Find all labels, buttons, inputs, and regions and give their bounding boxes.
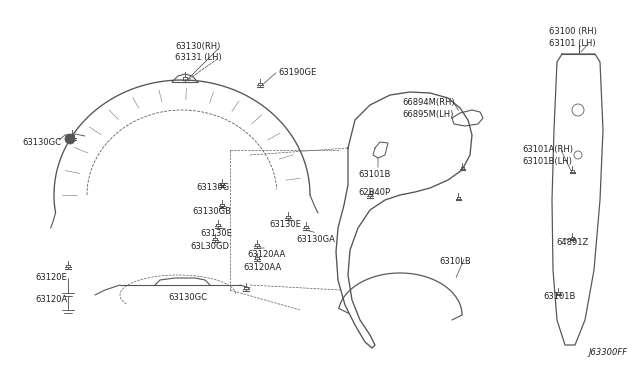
Text: 63130(RH): 63130(RH)	[175, 42, 220, 51]
Text: 63L30GD: 63L30GD	[190, 242, 229, 251]
Text: 63130G: 63130G	[196, 183, 229, 192]
Text: 63101B(LH): 63101B(LH)	[522, 157, 572, 166]
Text: 63101 (LH): 63101 (LH)	[549, 39, 596, 48]
Text: 63101B: 63101B	[358, 170, 390, 179]
Text: 63130E: 63130E	[200, 229, 232, 238]
Text: 63130GC: 63130GC	[22, 138, 61, 147]
Text: 63101B: 63101B	[543, 292, 575, 301]
Circle shape	[65, 134, 75, 144]
Text: 63120A: 63120A	[35, 295, 67, 304]
Text: 66895M(LH): 66895M(LH)	[402, 110, 453, 119]
Text: 63190GE: 63190GE	[278, 68, 316, 77]
Text: 63130GA: 63130GA	[296, 235, 335, 244]
Text: 6310LB: 6310LB	[439, 257, 471, 266]
Text: 63120AA: 63120AA	[247, 250, 285, 259]
Text: 64891Z: 64891Z	[556, 238, 588, 247]
Text: 66894M(RH): 66894M(RH)	[402, 98, 454, 107]
Text: 63130GB: 63130GB	[192, 207, 231, 216]
Text: 63130E: 63130E	[269, 220, 301, 229]
Text: J63300FF: J63300FF	[588, 348, 627, 357]
Text: 63131 (LH): 63131 (LH)	[175, 53, 221, 62]
Text: 63100 (RH): 63100 (RH)	[549, 27, 597, 36]
Text: 63101A(RH): 63101A(RH)	[522, 145, 573, 154]
Text: 63130GC: 63130GC	[168, 293, 207, 302]
Text: 63120AA: 63120AA	[243, 263, 281, 272]
Text: 62B40P: 62B40P	[358, 188, 390, 197]
Text: 63120E: 63120E	[35, 273, 67, 282]
